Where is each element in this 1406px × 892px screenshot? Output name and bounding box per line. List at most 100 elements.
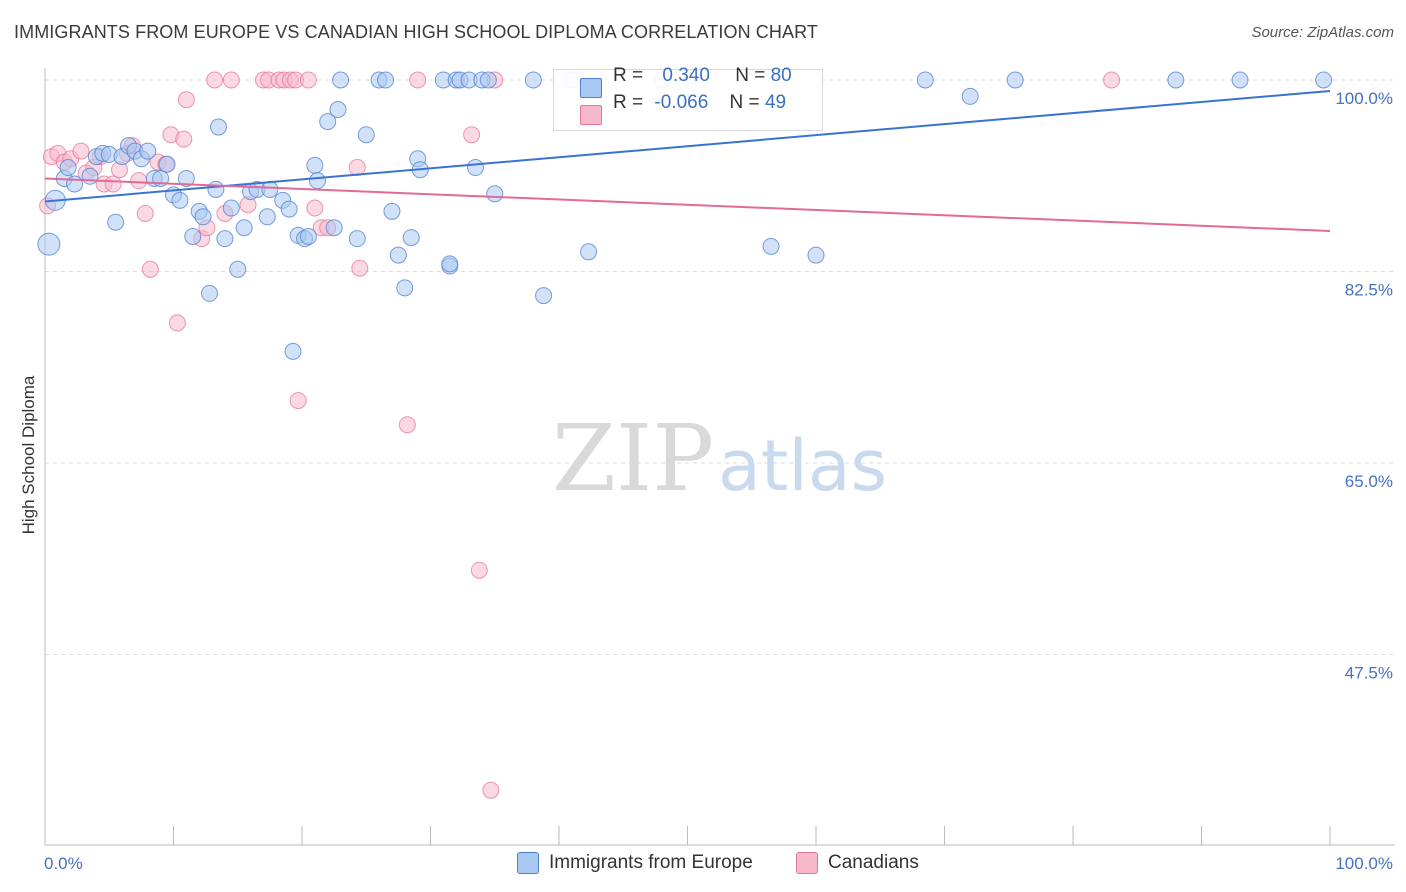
trend-line-canadians: [44, 177, 1331, 233]
data-point-europe: [284, 342, 302, 360]
data-point-europe: [66, 175, 84, 193]
data-point-canadians: [206, 71, 224, 89]
data-point-canadians: [175, 130, 193, 148]
legend-pink-r-label: R =: [613, 92, 644, 113]
legend-pink-n-value: 49: [764, 92, 787, 113]
data-point-europe: [158, 155, 176, 173]
watermark-atlas: atlas: [718, 425, 887, 507]
data-point-canadians: [177, 91, 195, 109]
data-point-europe: [81, 167, 99, 185]
data-point-europe: [807, 246, 825, 264]
data-point-europe: [1006, 71, 1024, 89]
y-tick-label: 47.5%: [1345, 664, 1393, 683]
legend-blue-n-value: 80: [770, 65, 792, 86]
data-point-canadians: [463, 126, 481, 144]
data-point-europe: [348, 230, 366, 248]
source-label: Source: ZipAtlas.com: [1251, 24, 1394, 41]
data-point-europe: [59, 159, 77, 177]
data-point-europe: [580, 243, 598, 261]
legend-pink-n-label: N =: [729, 92, 760, 113]
data-point-europe: [762, 237, 780, 255]
legend-blue-r-value: 0.340: [662, 65, 710, 86]
data-point-canadians: [72, 142, 90, 160]
data-point-canadians: [141, 260, 159, 278]
data-point-europe: [139, 142, 157, 160]
data-point-europe: [209, 118, 227, 136]
data-point-europe: [383, 202, 401, 220]
data-point-europe: [258, 208, 276, 226]
data-point-europe: [1315, 71, 1333, 89]
data-point-europe: [306, 156, 324, 174]
data-point-europe: [235, 219, 253, 237]
bottom-legend-pink-label: Canadians: [828, 852, 919, 873]
axes: [44, 68, 1395, 846]
grid: [45, 79, 1395, 655]
watermark-zip: ZIP: [552, 405, 714, 512]
data-point-europe: [1167, 71, 1185, 89]
y-tick-label: 82.5%: [1345, 281, 1393, 300]
data-point-canadians: [398, 416, 416, 434]
trend-line-europe: [44, 89, 1331, 203]
data-point-europe: [280, 200, 298, 218]
data-point-canadians: [351, 259, 369, 277]
chart-title: IMMIGRANTS FROM EUROPE VS CANADIAN HIGH …: [14, 22, 818, 42]
legend-swatch-blue: [580, 78, 602, 98]
data-point-europe: [107, 213, 125, 231]
data-point-europe: [308, 172, 326, 190]
data-point-canadians: [168, 314, 186, 332]
data-point-europe: [486, 185, 504, 203]
data-point-europe: [377, 71, 395, 89]
data-point-canadians: [136, 205, 154, 223]
bottom-legend-pink: Canadians: [796, 852, 919, 874]
data-point-europe: [229, 260, 247, 278]
data-point-europe: [261, 180, 279, 198]
data-point-canadians: [222, 71, 240, 89]
data-point-europe: [1231, 71, 1249, 89]
y-axis-title: High School Diploma: [19, 375, 38, 534]
data-point-europe: [329, 101, 347, 119]
data-point-canadians: [306, 199, 324, 217]
data-point-europe: [466, 159, 484, 177]
data-point-europe: [207, 180, 225, 198]
data-point-europe: [396, 279, 414, 297]
data-point-europe: [299, 227, 317, 245]
data-point-europe: [479, 71, 497, 89]
axis-labels: 100.0% 82.5% 65.0% 47.5% 0.0% 100.0%: [44, 89, 1393, 873]
legend-blue-n-label: N =: [735, 65, 766, 86]
data-point-europe: [177, 169, 195, 187]
data-point-europe: [171, 191, 189, 209]
data-point-europe: [184, 227, 202, 245]
data-point-canadians: [299, 71, 317, 89]
data-point-europe: [389, 246, 407, 264]
correlation-legend: R = 0.340 N = 80 R = -0.066 N = 49: [553, 65, 823, 131]
data-point-europe: [200, 284, 218, 302]
legend-blue-r-label: R =: [613, 65, 644, 86]
data-point-europe: [357, 126, 375, 144]
data-point-europe: [535, 287, 553, 305]
data-point-europe: [37, 232, 61, 256]
data-point-europe: [332, 71, 350, 89]
data-point-canadians: [409, 71, 427, 89]
legend-pink-r-value: -0.066: [654, 92, 709, 113]
data-point-canadians: [1103, 71, 1121, 89]
data-point-canadians: [130, 172, 148, 190]
data-point-europe: [325, 219, 343, 237]
data-point-europe: [194, 208, 212, 226]
data-point-canadians: [482, 781, 500, 799]
data-point-europe: [222, 199, 240, 217]
bottom-legend-swatch-pink: [796, 852, 818, 874]
x-tick-label-min: 0.0%: [44, 854, 83, 873]
x-tick-label-max: 100.0%: [1335, 854, 1393, 873]
bottom-legend-blue-label: Immigrants from Europe: [549, 852, 753, 873]
data-point-europe: [216, 230, 234, 248]
data-point-europe: [441, 255, 459, 273]
legend-swatch-pink: [580, 105, 602, 125]
data-point-canadians: [104, 175, 122, 193]
data-point-canadians: [289, 392, 307, 410]
data-point-europe: [319, 113, 337, 131]
bottom-legend-blue: Immigrants from Europe: [517, 852, 753, 874]
y-tick-label: 65.0%: [1345, 472, 1393, 491]
data-point-canadians: [470, 561, 488, 579]
trend-lines: [44, 89, 1331, 233]
data-point-europe: [916, 71, 934, 89]
